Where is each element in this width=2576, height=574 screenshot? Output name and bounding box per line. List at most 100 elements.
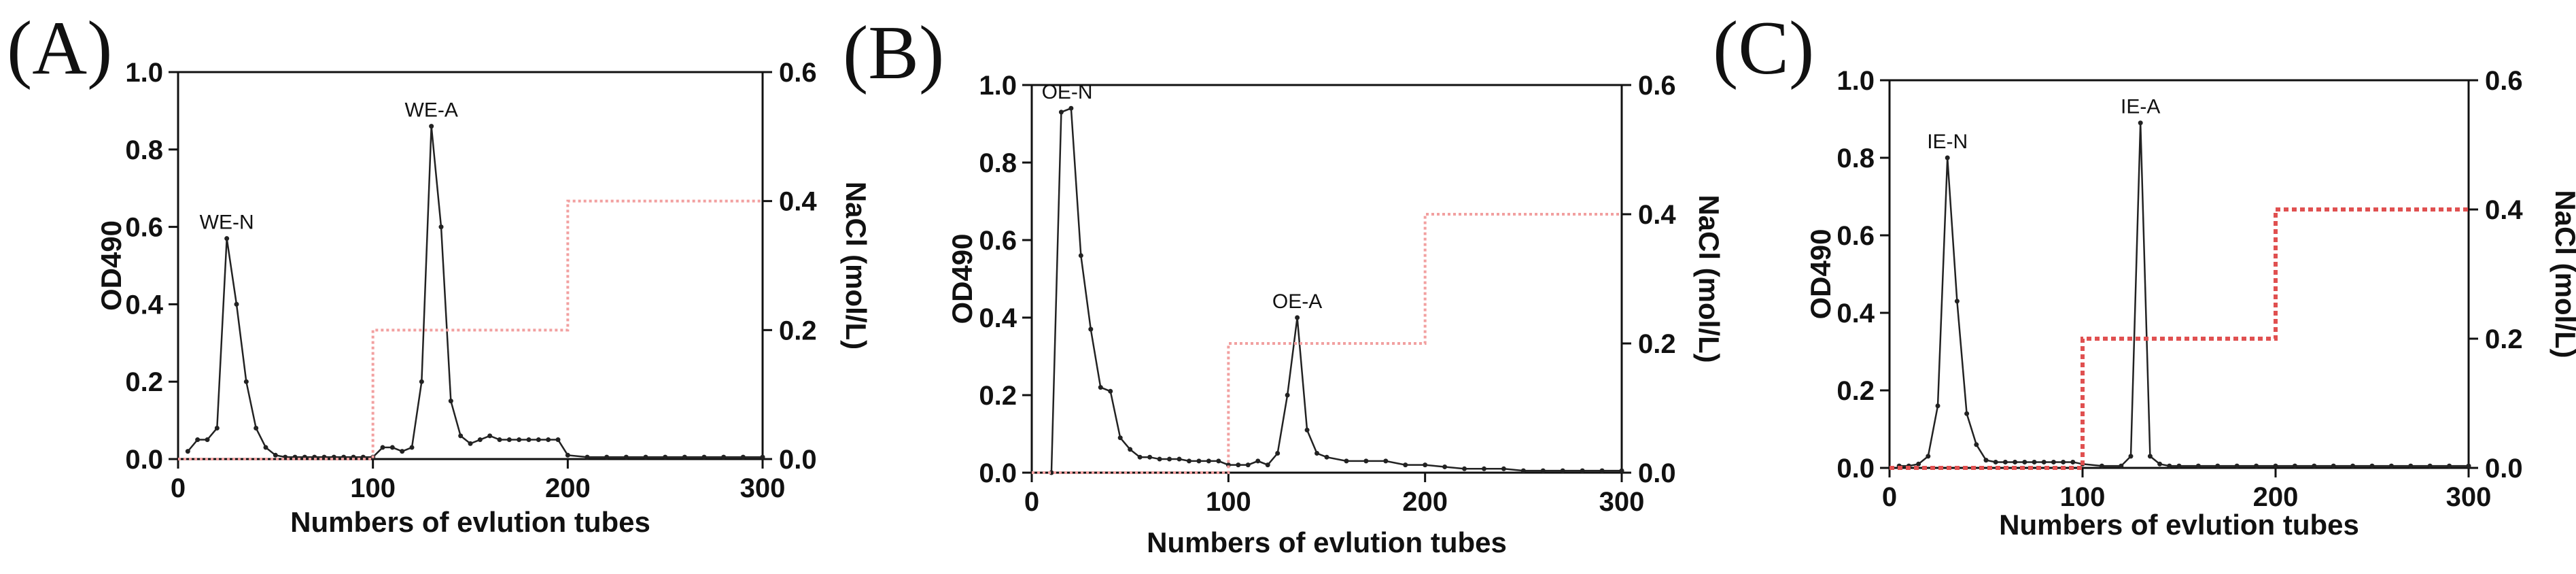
y2-tick-label: 0.4 xyxy=(1638,200,1676,230)
od490-point xyxy=(2234,463,2240,469)
od490-point xyxy=(1177,456,1182,462)
od490-point xyxy=(546,437,551,443)
od490-point xyxy=(1964,411,1970,416)
od490-point xyxy=(1236,462,1241,468)
od490-point xyxy=(565,452,570,458)
od490-point xyxy=(1462,466,1467,471)
od490-point xyxy=(254,425,259,430)
x-tick-label: 200 xyxy=(545,473,591,503)
y-axis-title: OD490 xyxy=(1805,229,1837,319)
od490-point xyxy=(2022,459,2027,465)
od490-point xyxy=(1137,454,1143,460)
y2-tick-label: 0.2 xyxy=(1638,329,1676,359)
od490-point xyxy=(2099,463,2104,469)
od490-point xyxy=(1501,466,1506,471)
od490-point xyxy=(2273,463,2278,469)
od490-point xyxy=(2013,459,2018,465)
nacl-gradient-line xyxy=(1032,213,1622,474)
x-tick-label: 200 xyxy=(2253,482,2299,512)
od490-line xyxy=(1050,107,1622,473)
od490-line xyxy=(1899,122,2469,467)
od490-point xyxy=(1058,109,1064,115)
x-tick-label: 100 xyxy=(350,473,396,503)
od490-point xyxy=(195,437,201,443)
od490-point xyxy=(2138,120,2143,126)
x-tick-label: 0 xyxy=(1024,487,1039,517)
od490-point xyxy=(526,437,532,443)
x-tick-label: 0 xyxy=(1882,482,1897,512)
od490-point xyxy=(1363,458,1369,464)
od490-point xyxy=(1580,468,1585,473)
od490-point xyxy=(224,236,230,241)
od490-point xyxy=(2051,459,2056,465)
y2-axis-title: NaCl (mol/L) xyxy=(840,182,872,350)
od490-point xyxy=(517,437,522,443)
od490-point xyxy=(497,437,502,443)
od490-point xyxy=(2070,459,2076,465)
od490-point xyxy=(389,445,395,450)
y-tick-label: 0.6 xyxy=(979,226,1017,256)
od490-point xyxy=(263,445,268,450)
panel-letter: (B) xyxy=(843,11,944,95)
od490-point xyxy=(214,425,220,430)
od490-point xyxy=(2408,463,2414,469)
od490-point xyxy=(1128,447,1133,452)
od490-point xyxy=(419,379,424,384)
od490-point xyxy=(1304,427,1310,433)
peak-annotation: IE-A xyxy=(2121,96,2160,118)
od490-point xyxy=(1540,468,1546,473)
od490-point xyxy=(2167,463,2172,469)
od490-point xyxy=(623,454,629,460)
y-tick-label: 0.0 xyxy=(125,445,163,475)
od490-point xyxy=(185,449,190,454)
od490-point xyxy=(1275,451,1281,456)
od490-point xyxy=(1383,458,1389,464)
od490-point xyxy=(2292,463,2297,469)
od490-point xyxy=(2147,454,2153,459)
od490-point xyxy=(2350,463,2356,469)
od490-point xyxy=(1315,451,1320,456)
y-tick-label: 1.0 xyxy=(1837,66,1875,96)
od490-point xyxy=(1216,458,1221,464)
nacl-gradient-line xyxy=(1890,207,2469,470)
od490-point xyxy=(2041,459,2047,465)
od490-point xyxy=(2331,463,2336,469)
od490-point xyxy=(1068,105,1074,111)
y2-tick-label: 0.6 xyxy=(1638,71,1676,101)
od490-point xyxy=(1560,468,1565,473)
od490-point xyxy=(429,124,434,129)
od490-point xyxy=(2195,463,2201,469)
od490-point xyxy=(1403,462,1408,468)
od490-point xyxy=(1117,435,1123,441)
x-tick-label: 200 xyxy=(1402,487,1448,517)
od490-point xyxy=(2215,463,2221,469)
x-tick-label: 300 xyxy=(740,473,786,503)
od490-point xyxy=(2061,459,2066,465)
od490-point xyxy=(205,437,210,443)
od490-point xyxy=(1993,459,1998,465)
od490-point xyxy=(682,454,687,460)
y-tick-label: 1.0 xyxy=(125,58,163,88)
od490-point xyxy=(721,454,727,460)
od490-point xyxy=(1265,462,1270,468)
panel-letter: (C) xyxy=(1713,6,1814,90)
od490-point xyxy=(458,433,464,439)
od490-point xyxy=(273,452,278,458)
od490-point xyxy=(1196,458,1202,464)
od490-point xyxy=(1935,403,1940,409)
y-tick-label: 0.0 xyxy=(979,458,1017,488)
od490-point xyxy=(2254,463,2259,469)
od490-point xyxy=(1285,392,1290,398)
peak-annotation: OE-N xyxy=(1042,81,1093,103)
y-tick-label: 0.8 xyxy=(1837,144,1875,173)
x-axis-title: Numbers of evlution tubes xyxy=(1147,526,1507,558)
od490-point xyxy=(604,454,610,460)
y-tick-label: 0.0 xyxy=(1837,454,1875,484)
y2-tick-label: 0.4 xyxy=(2485,195,2523,225)
x-axis-title: Numbers of evlution tubes xyxy=(290,506,650,538)
od490-point xyxy=(487,433,493,439)
od490-point xyxy=(701,454,707,460)
od490-point xyxy=(2466,463,2471,469)
od490-point xyxy=(1255,458,1261,464)
